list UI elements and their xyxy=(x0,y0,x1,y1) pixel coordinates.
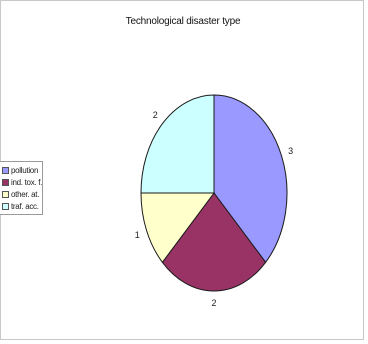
pie-slice-traf xyxy=(140,94,215,194)
slice-value-label-traf: 2 xyxy=(153,110,158,120)
chart-frame: Technological disaster type 3 2 1 2 polluti… xyxy=(0,0,364,340)
legend-swatch-pollution xyxy=(2,166,9,174)
legend-item-traf: traf. acc. xyxy=(0,200,42,212)
legend-label-ind-tox: ind. tox. f. xyxy=(11,177,43,187)
legend-item-pollution: pollution xyxy=(0,164,42,176)
pie-chart: 3 2 1 2 xyxy=(135,94,293,308)
pie-slice-other xyxy=(140,192,215,264)
slice-value-label-other: 1 xyxy=(135,230,140,240)
chart-title: Technological disaster type xyxy=(125,16,241,27)
legend-label-pollution: pollution xyxy=(11,165,39,175)
legend-swatch-ind-tox xyxy=(2,178,9,186)
legend-label-other: other. at. xyxy=(11,189,40,199)
pie-slice-labels: 3 2 1 2 xyxy=(135,110,293,308)
slice-value-label-ind-tox: 2 xyxy=(211,298,216,308)
legend-item-ind-tox: ind. tox. f. xyxy=(0,176,42,188)
legend: pollution ind. tox. f. other. at. traf. … xyxy=(0,161,43,215)
legend-swatch-other xyxy=(2,190,9,198)
slice-value-label-pollution: 3 xyxy=(288,146,293,156)
legend-swatch-traf xyxy=(2,202,9,210)
pie-slice-pollution xyxy=(213,94,288,264)
legend-item-other: other. at. xyxy=(0,188,42,200)
legend-label-traf: traf. acc. xyxy=(11,201,39,211)
pie-slices xyxy=(140,94,288,292)
pie-slice-ind-tox xyxy=(161,192,267,292)
